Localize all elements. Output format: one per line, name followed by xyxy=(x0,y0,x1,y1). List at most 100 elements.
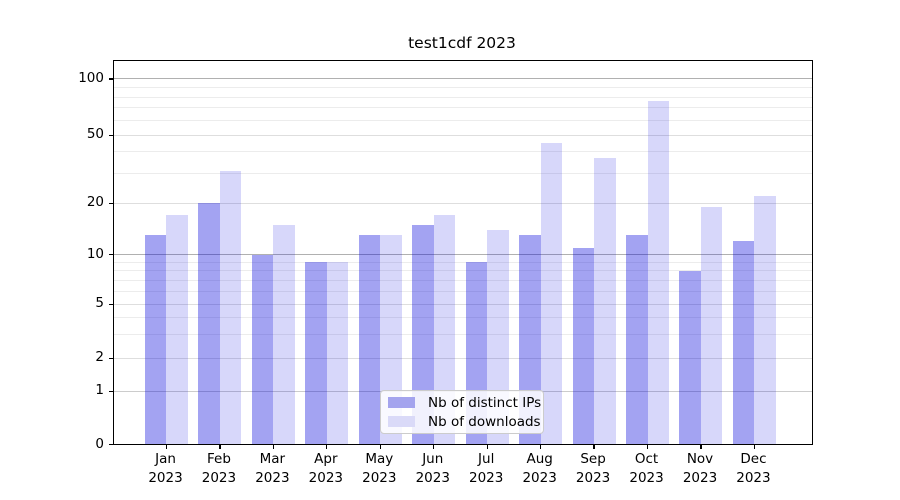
bar-nov-distinct-ips xyxy=(679,270,701,445)
y-tick-label: 0 xyxy=(95,435,104,452)
x-tick-year: 2023 xyxy=(362,469,397,486)
y-tick-label: 20 xyxy=(86,194,104,211)
bar-nov-downloads xyxy=(700,207,723,445)
legend-label: Nb of downloads xyxy=(428,413,541,430)
x-tick-month: Mar xyxy=(259,451,286,467)
bar-may-distinct-ips xyxy=(358,235,381,445)
minor-gridline xyxy=(114,107,812,109)
y-tick-mark xyxy=(108,254,114,256)
x-tick-label: Mar 2023 xyxy=(227,450,317,487)
bar-jan-downloads xyxy=(166,215,188,445)
x-tick-year: 2023 xyxy=(148,469,183,486)
legend-item: Nb of distinct IPs xyxy=(388,395,543,411)
x-tick-label: Apr 2023 xyxy=(281,450,371,487)
x-tick-mark xyxy=(700,444,702,450)
x-tick-year: 2023 xyxy=(201,469,237,486)
y-tick-mark xyxy=(108,78,114,80)
x-tick-label: Jul 2023 xyxy=(441,450,531,487)
y-tick-label: 10 xyxy=(86,245,104,262)
y-tick-mark xyxy=(108,303,114,306)
bar-jun-distinct-ips xyxy=(412,224,434,445)
x-tick-mark xyxy=(753,444,756,450)
minor-gridline xyxy=(114,151,812,153)
x-tick-label: Oct 2023 xyxy=(602,450,692,487)
x-tick-mark xyxy=(539,444,542,450)
major-gridline xyxy=(114,134,812,136)
bar-feb-distinct-ips xyxy=(198,203,220,445)
bar-oct-distinct-ips xyxy=(626,235,648,445)
x-tick-year: 2023 xyxy=(469,469,504,486)
legend-swatch-distinct-ips xyxy=(388,397,415,408)
bar-apr-downloads xyxy=(326,262,349,445)
x-tick-mark xyxy=(646,444,649,450)
minor-gridline xyxy=(114,96,812,98)
minor-gridline xyxy=(114,86,812,88)
x-tick-label: Aug 2023 xyxy=(495,450,585,487)
x-tick-year: 2023 xyxy=(522,469,557,486)
y-tick-label: 5 xyxy=(95,295,104,312)
x-tick-label: Nov 2023 xyxy=(655,450,745,487)
major-gridline xyxy=(114,303,812,305)
y-tick-mark xyxy=(108,390,114,392)
x-tick-mark xyxy=(433,444,435,450)
x-tick-label: May 2023 xyxy=(334,450,424,487)
bar-mar-downloads xyxy=(273,224,295,445)
major-gridline xyxy=(114,202,812,204)
x-tick-month: Apr xyxy=(314,451,338,467)
bar-dec-distinct-ips xyxy=(732,241,755,445)
x-tick-label: Sep 2023 xyxy=(548,450,638,487)
x-tick-month: Jul xyxy=(478,451,495,467)
x-tick-label: Dec 2023 xyxy=(708,450,798,487)
major-gridline xyxy=(114,357,812,359)
bar-feb-downloads xyxy=(219,170,242,445)
bar-jan-distinct-ips xyxy=(144,235,167,445)
y-tick-label: 1 xyxy=(95,382,104,399)
y-tick-mark xyxy=(108,134,114,137)
y-tick-label: 50 xyxy=(86,126,104,143)
x-tick-month: Dec xyxy=(740,451,767,467)
x-tick-mark xyxy=(379,444,381,450)
minor-gridline xyxy=(114,172,812,174)
x-tick-mark xyxy=(272,444,275,450)
x-tick-month: Nov xyxy=(686,451,714,467)
chart-title: test1cdf 2023 xyxy=(408,34,516,52)
x-tick-year: 2023 xyxy=(415,469,450,486)
x-tick-mark xyxy=(326,444,328,450)
x-tick-mark xyxy=(593,444,595,450)
x-tick-label: Jun 2023 xyxy=(388,450,478,487)
x-tick-year: 2023 xyxy=(629,469,664,486)
major-gridline xyxy=(114,78,812,80)
x-tick-year: 2023 xyxy=(308,469,344,486)
y-tick-mark xyxy=(108,357,114,360)
x-tick-year: 2023 xyxy=(255,469,290,486)
x-tick-month: Feb xyxy=(206,451,231,467)
x-tick-month: Oct xyxy=(634,451,659,467)
legend-swatch-downloads xyxy=(388,416,415,427)
x-tick-month: May xyxy=(365,451,394,467)
minor-gridline xyxy=(114,120,812,122)
bar-jun-downloads xyxy=(433,215,456,445)
bar-sep-distinct-ips xyxy=(572,247,595,445)
y-tick-label: 100 xyxy=(78,69,104,86)
bar-oct-downloads xyxy=(647,101,670,445)
bar-apr-distinct-ips xyxy=(305,262,327,445)
x-tick-year: 2023 xyxy=(682,469,718,486)
x-tick-month: Jan xyxy=(155,451,176,467)
x-tick-mark xyxy=(486,444,488,450)
y-tick-label: 2 xyxy=(95,349,104,366)
bar-sep-downloads xyxy=(594,157,616,445)
x-tick-month: Jun xyxy=(422,451,444,467)
x-tick-year: 2023 xyxy=(575,469,611,486)
x-tick-mark xyxy=(219,444,221,450)
minor-gridline xyxy=(114,270,812,272)
minor-gridline xyxy=(114,333,812,335)
bar-mar-distinct-ips xyxy=(251,254,274,445)
y-tick-mark xyxy=(108,202,114,205)
x-tick-month: Aug xyxy=(526,451,553,467)
bar-dec-downloads xyxy=(754,196,776,445)
major-gridline xyxy=(114,254,812,256)
minor-gridline xyxy=(114,317,812,319)
minor-gridline xyxy=(114,290,812,292)
x-tick-label: Feb 2023 xyxy=(174,450,264,487)
